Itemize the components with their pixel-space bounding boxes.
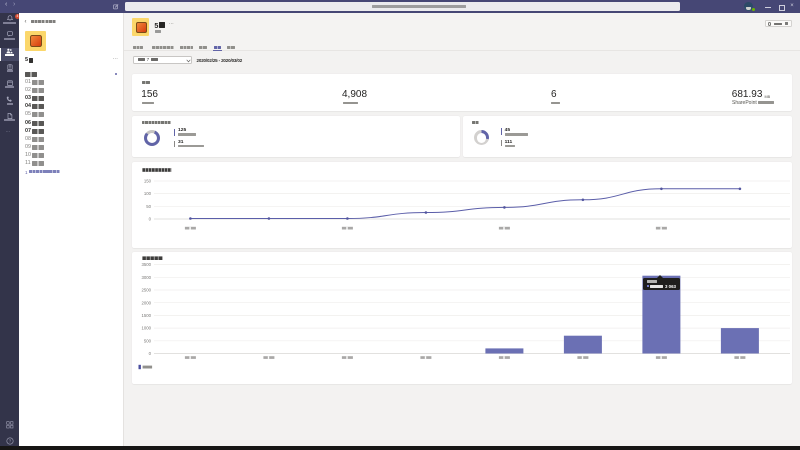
- svg-text:2000: 2000: [141, 300, 151, 305]
- svg-text:2500: 2500: [141, 288, 151, 293]
- svg-text:0: 0: [148, 351, 151, 356]
- svg-text:100: 100: [143, 191, 151, 196]
- svg-text:3000: 3000: [141, 275, 151, 280]
- svg-text:1000: 1000: [141, 326, 151, 331]
- svg-text:150: 150: [143, 179, 151, 184]
- svg-text:500: 500: [143, 338, 151, 343]
- svg-text:?: ?: [8, 438, 11, 443]
- svg-text:1500: 1500: [141, 313, 151, 318]
- svg-text:50: 50: [146, 204, 151, 209]
- svg-text:0: 0: [148, 217, 151, 222]
- svg-text:3500: 3500: [141, 262, 151, 267]
